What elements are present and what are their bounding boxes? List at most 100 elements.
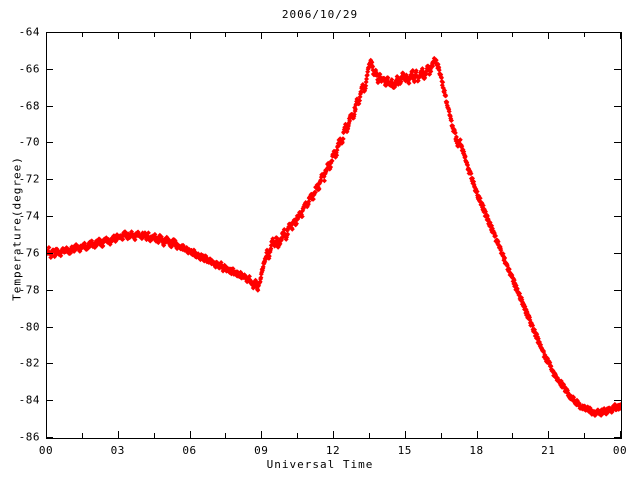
y-axis-tick-mark-right	[614, 327, 621, 328]
y-axis-tick-label: -70	[18, 135, 40, 149]
data-point-marker	[385, 78, 391, 84]
data-point-marker	[299, 214, 305, 220]
y-axis-tick-label: -72	[18, 172, 40, 186]
data-point-marker	[618, 404, 621, 410]
data-point-marker	[527, 315, 533, 321]
data-point-marker	[47, 244, 52, 250]
data-point-marker	[352, 106, 358, 112]
data-point-marker	[266, 255, 272, 261]
y-axis-tick-mark-right	[614, 290, 621, 291]
data-point-marker	[316, 186, 322, 192]
data-point-marker	[195, 251, 201, 257]
data-point-marker	[462, 153, 468, 159]
data-point-marker	[436, 67, 442, 73]
data-point-marker	[197, 257, 203, 263]
data-marker-group	[47, 55, 621, 419]
data-point-marker	[58, 253, 64, 259]
data-point-marker	[477, 195, 483, 201]
data-point-marker	[270, 236, 276, 242]
data-point-marker	[285, 231, 291, 237]
data-point-marker	[152, 234, 158, 240]
y-axis-tick-mark-right	[614, 253, 621, 254]
x-axis-tick-label: 06	[182, 444, 197, 457]
data-point-marker	[452, 130, 458, 136]
data-point-marker	[246, 273, 252, 279]
y-axis-tick-mark-right	[614, 106, 621, 107]
y-axis-tick-mark-right	[614, 69, 621, 70]
data-point-marker	[77, 248, 83, 254]
data-point-marker	[260, 264, 266, 270]
data-point-marker	[363, 79, 369, 85]
y-axis-tick-label: -68	[18, 99, 40, 113]
y-axis-tick-label: -82	[18, 356, 40, 370]
data-point-marker	[383, 82, 389, 88]
data-point-marker	[100, 243, 106, 249]
x-axis-minor-tick-mark	[369, 433, 370, 438]
data-point-marker	[310, 196, 316, 202]
data-point-marker	[255, 287, 261, 293]
y-axis-tick-label: -86	[18, 430, 40, 444]
data-point-marker	[548, 363, 554, 369]
x-axis-tick-label: 09	[254, 444, 269, 457]
x-axis-tick-label: 21	[541, 444, 556, 457]
data-point-marker	[334, 152, 340, 158]
y-axis-tick-label: -84	[18, 393, 40, 407]
y-axis-tick-label: -66	[18, 62, 40, 76]
y-axis-tick-mark	[46, 179, 53, 180]
x-axis-tick-mark-top	[548, 32, 549, 39]
data-point-marker	[377, 71, 383, 77]
x-axis-tick-mark-top	[46, 32, 47, 39]
data-point-marker	[500, 251, 506, 257]
data-point-marker	[364, 76, 370, 82]
data-point-marker	[329, 158, 335, 164]
y-axis-tick-label: -74	[18, 209, 40, 223]
data-point-marker	[446, 108, 452, 114]
data-plot-svg	[47, 55, 621, 419]
x-axis-minor-tick-mark-top	[441, 32, 442, 37]
y-axis-tick-mark	[46, 253, 53, 254]
data-point-marker	[530, 323, 536, 329]
data-point-marker	[269, 242, 275, 248]
data-point-marker	[145, 230, 151, 236]
data-point-marker	[261, 261, 267, 267]
x-axis-tick-mark	[190, 431, 191, 438]
y-axis-tick-label: -76	[18, 246, 40, 260]
data-point-marker	[440, 79, 446, 85]
data-point-marker	[506, 266, 512, 272]
data-point-marker	[51, 249, 57, 255]
data-point-marker	[495, 239, 501, 245]
data-point-marker	[448, 117, 454, 123]
data-point-marker	[439, 75, 445, 81]
data-point-marker	[438, 72, 444, 78]
data-point-marker	[513, 283, 519, 289]
data-point-marker	[220, 268, 226, 274]
data-point-marker	[517, 291, 523, 297]
y-axis-title: Temperature(degree)	[10, 156, 24, 301]
y-axis-tick-label: -78	[18, 283, 40, 297]
data-point-marker	[279, 235, 285, 241]
data-point-marker	[129, 229, 135, 235]
data-point-marker	[507, 269, 513, 275]
data-point-marker	[370, 63, 376, 69]
data-point-marker	[460, 147, 466, 153]
data-point-marker	[321, 178, 327, 184]
y-axis-tick-mark-right	[614, 437, 621, 438]
x-axis-minor-tick-mark	[512, 433, 513, 438]
data-point-marker	[471, 179, 477, 185]
x-axis-minor-tick-mark-top	[154, 32, 155, 37]
data-point-marker	[357, 98, 363, 104]
x-axis-minor-tick-mark-top	[297, 32, 298, 37]
data-point-marker	[363, 83, 369, 89]
data-point-marker	[461, 149, 467, 155]
x-axis-minor-tick-mark	[441, 433, 442, 438]
data-point-marker	[294, 221, 299, 227]
data-point-marker	[436, 64, 442, 70]
y-axis-tick-mark	[46, 437, 53, 438]
x-axis-tick-mark	[333, 431, 334, 438]
data-point-marker	[532, 327, 538, 333]
x-axis-tick-mark	[261, 431, 262, 438]
data-point-marker	[250, 285, 256, 291]
data-point-marker	[169, 243, 175, 249]
x-axis-minor-tick-mark-top	[82, 32, 83, 37]
